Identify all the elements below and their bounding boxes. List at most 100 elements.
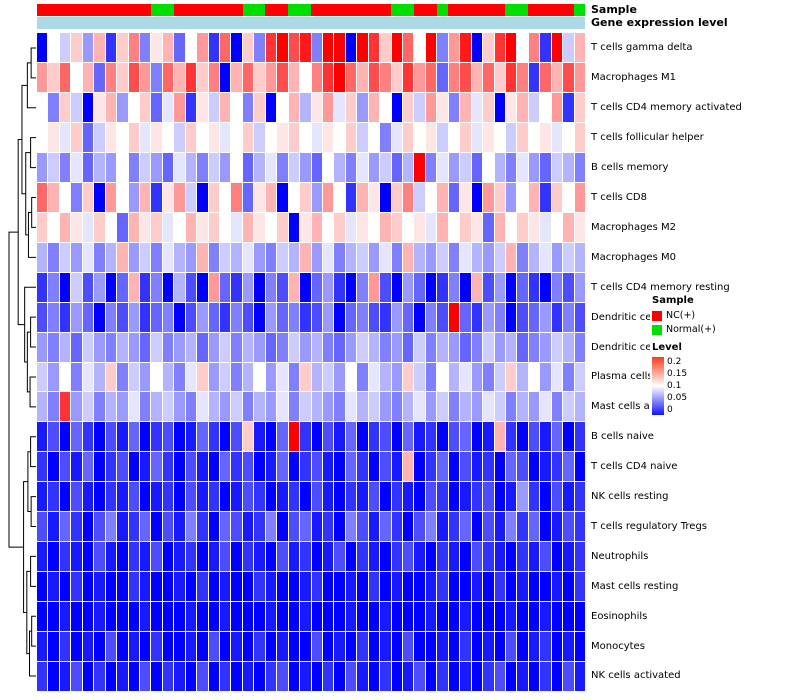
heatmap-cell <box>220 242 231 272</box>
level-tick-label: 0.2 <box>667 357 682 367</box>
sample-annotation-cell <box>162 4 174 16</box>
heatmap-cell <box>59 62 71 92</box>
heatmap-cell <box>357 542 368 572</box>
heatmap-cell <box>368 242 380 272</box>
heatmap-cell <box>368 632 380 662</box>
heatmap-cell <box>265 152 277 182</box>
heatmap-cell <box>288 152 300 182</box>
heatmap-cell <box>391 122 402 152</box>
heatmap-cell <box>117 33 128 62</box>
heatmap-cell <box>231 302 242 332</box>
heatmap-cell <box>494 422 505 452</box>
heatmap-cell <box>528 452 540 482</box>
heatmap-cell <box>265 422 277 452</box>
heatmap-cell <box>448 632 460 662</box>
heatmap-cell <box>551 242 563 272</box>
heatmap-cell <box>300 242 311 272</box>
heatmap-cell <box>288 33 300 62</box>
heatmap-cell <box>300 362 311 392</box>
heatmap-cell <box>437 212 448 242</box>
heatmap-cell <box>425 602 437 632</box>
heatmap-cell <box>437 332 448 362</box>
heatmap-cell <box>139 512 151 542</box>
heatmap-cell <box>460 362 471 392</box>
heatmap-cell <box>403 482 414 512</box>
heatmap-cell <box>288 572 300 602</box>
heatmap-cell <box>483 512 494 542</box>
heatmap-cell <box>563 662 574 691</box>
heatmap-cell <box>368 602 380 632</box>
heatmap-cell <box>357 242 368 272</box>
heatmap-cell <box>105 632 117 662</box>
heatmap-cell <box>505 542 517 572</box>
sample-annotation-cell <box>276 4 289 16</box>
heatmap-cell <box>311 182 322 212</box>
heatmap-cell <box>414 242 425 272</box>
heatmap-cell <box>448 33 460 62</box>
heatmap-cell <box>494 512 505 542</box>
heatmap-cell <box>425 542 437 572</box>
heatmap-cell <box>242 182 254 212</box>
heatmap-cell <box>59 422 71 452</box>
heatmap-cell <box>448 182 460 212</box>
heatmap-cell <box>174 272 185 302</box>
heatmap-cell <box>197 482 208 512</box>
heatmap-cell <box>368 362 380 392</box>
heatmap-cell <box>71 122 82 152</box>
heatmap-cell <box>117 272 128 302</box>
heatmap-cell <box>185 33 197 62</box>
heatmap-cell <box>242 152 254 182</box>
heatmap-cell <box>185 242 197 272</box>
dendrogram-branch <box>27 211 36 258</box>
heatmap-cell <box>311 572 322 602</box>
level-gradient-bar <box>652 357 664 415</box>
heatmap-cell <box>334 212 345 242</box>
heatmap-cell <box>300 152 311 182</box>
heatmap-cell <box>517 33 528 62</box>
heatmap-cell <box>528 422 540 452</box>
heatmap-cell <box>139 152 151 182</box>
heatmap-cell <box>414 122 425 152</box>
heatmap-cell <box>300 392 311 422</box>
heatmap-cell <box>334 422 345 452</box>
heatmap-cell <box>322 452 334 482</box>
heatmap-cell <box>59 152 71 182</box>
heatmap-cell <box>448 122 460 152</box>
heatmap-cell <box>334 302 345 332</box>
heatmap-cell <box>82 572 94 602</box>
heatmap-cell <box>563 302 574 332</box>
heatmap-cell <box>357 122 368 152</box>
heatmap-cell <box>368 392 380 422</box>
heatmap-cell <box>357 332 368 362</box>
heatmap-cell <box>162 602 174 632</box>
heatmap-cell <box>448 152 460 182</box>
heatmap-cell <box>277 182 288 212</box>
heatmap-cell <box>174 302 185 332</box>
heatmap-cell <box>197 542 208 572</box>
heatmap-cell <box>540 632 551 662</box>
heatmap-cell <box>82 152 94 182</box>
sample-annotation-cell <box>94 4 106 16</box>
heatmap-cell <box>174 452 185 482</box>
heatmap-cell <box>380 212 391 242</box>
heatmap-cell <box>528 392 540 422</box>
heatmap-cell <box>231 392 242 422</box>
heatmap-cell <box>300 542 311 572</box>
heatmap-cell <box>82 242 94 272</box>
heatmap-cell <box>460 92 471 122</box>
heatmap-cell <box>265 332 277 362</box>
heatmap-cell <box>334 62 345 92</box>
sample-annotation-cell <box>231 4 243 16</box>
heatmap-cell <box>71 92 82 122</box>
heatmap-cell <box>425 272 437 302</box>
heatmap-cell <box>505 62 517 92</box>
heatmap-cell <box>94 632 105 662</box>
heatmap-cell <box>517 182 528 212</box>
heatmap-cell <box>380 182 391 212</box>
heatmap-cell <box>277 92 288 122</box>
heatmap-cell <box>517 572 528 602</box>
heatmap-cell <box>357 452 368 482</box>
heatmap-cell <box>105 362 117 392</box>
heatmap-cell <box>300 182 311 212</box>
heatmap-cell <box>345 212 357 242</box>
